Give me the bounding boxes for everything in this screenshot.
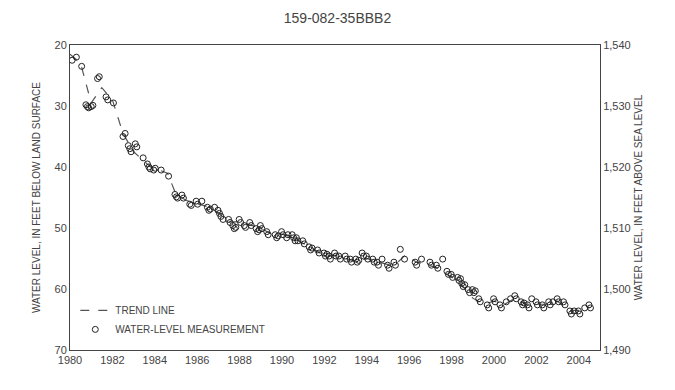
svg-text:WATER LEVEL, IN FEET ABOVE SEA: WATER LEVEL, IN FEET ABOVE SEA LEVEL	[633, 94, 644, 300]
svg-text:60: 60	[55, 283, 67, 295]
svg-text:1980: 1980	[58, 354, 82, 366]
svg-text:1992: 1992	[312, 354, 336, 366]
svg-text:TREND LINE: TREND LINE	[115, 305, 175, 316]
svg-text:1998: 1998	[439, 354, 463, 366]
svg-text:50: 50	[55, 222, 67, 234]
svg-text:1986: 1986	[185, 354, 209, 366]
svg-text:1,530: 1,530	[603, 100, 631, 112]
svg-text:20: 20	[55, 39, 67, 51]
svg-text:159-082-35BBB2: 159-082-35BBB2	[284, 10, 392, 26]
svg-text:1990: 1990	[270, 354, 294, 366]
svg-text:40: 40	[55, 161, 67, 173]
svg-text:70: 70	[55, 344, 67, 356]
svg-text:1982: 1982	[100, 354, 124, 366]
svg-text:1996: 1996	[397, 354, 421, 366]
svg-text:1,500: 1,500	[603, 283, 631, 295]
svg-text:1984: 1984	[143, 354, 167, 366]
svg-text:1,510: 1,510	[603, 222, 631, 234]
svg-text:1988: 1988	[227, 354, 251, 366]
svg-text:1,540: 1,540	[603, 39, 631, 51]
svg-text:1,520: 1,520	[603, 161, 631, 173]
svg-text:2000: 2000	[482, 354, 506, 366]
svg-text:WATER-LEVEL MEASUREMENT: WATER-LEVEL MEASUREMENT	[115, 324, 265, 335]
svg-text:WATER LEVEL, IN FEET BELOW LAN: WATER LEVEL, IN FEET BELOW LAND SURFACE	[31, 82, 42, 313]
svg-text:1,490: 1,490	[603, 344, 631, 356]
svg-text:2004: 2004	[567, 354, 591, 366]
svg-text:30: 30	[55, 100, 67, 112]
svg-text:1994: 1994	[355, 354, 379, 366]
svg-text:2002: 2002	[524, 354, 548, 366]
